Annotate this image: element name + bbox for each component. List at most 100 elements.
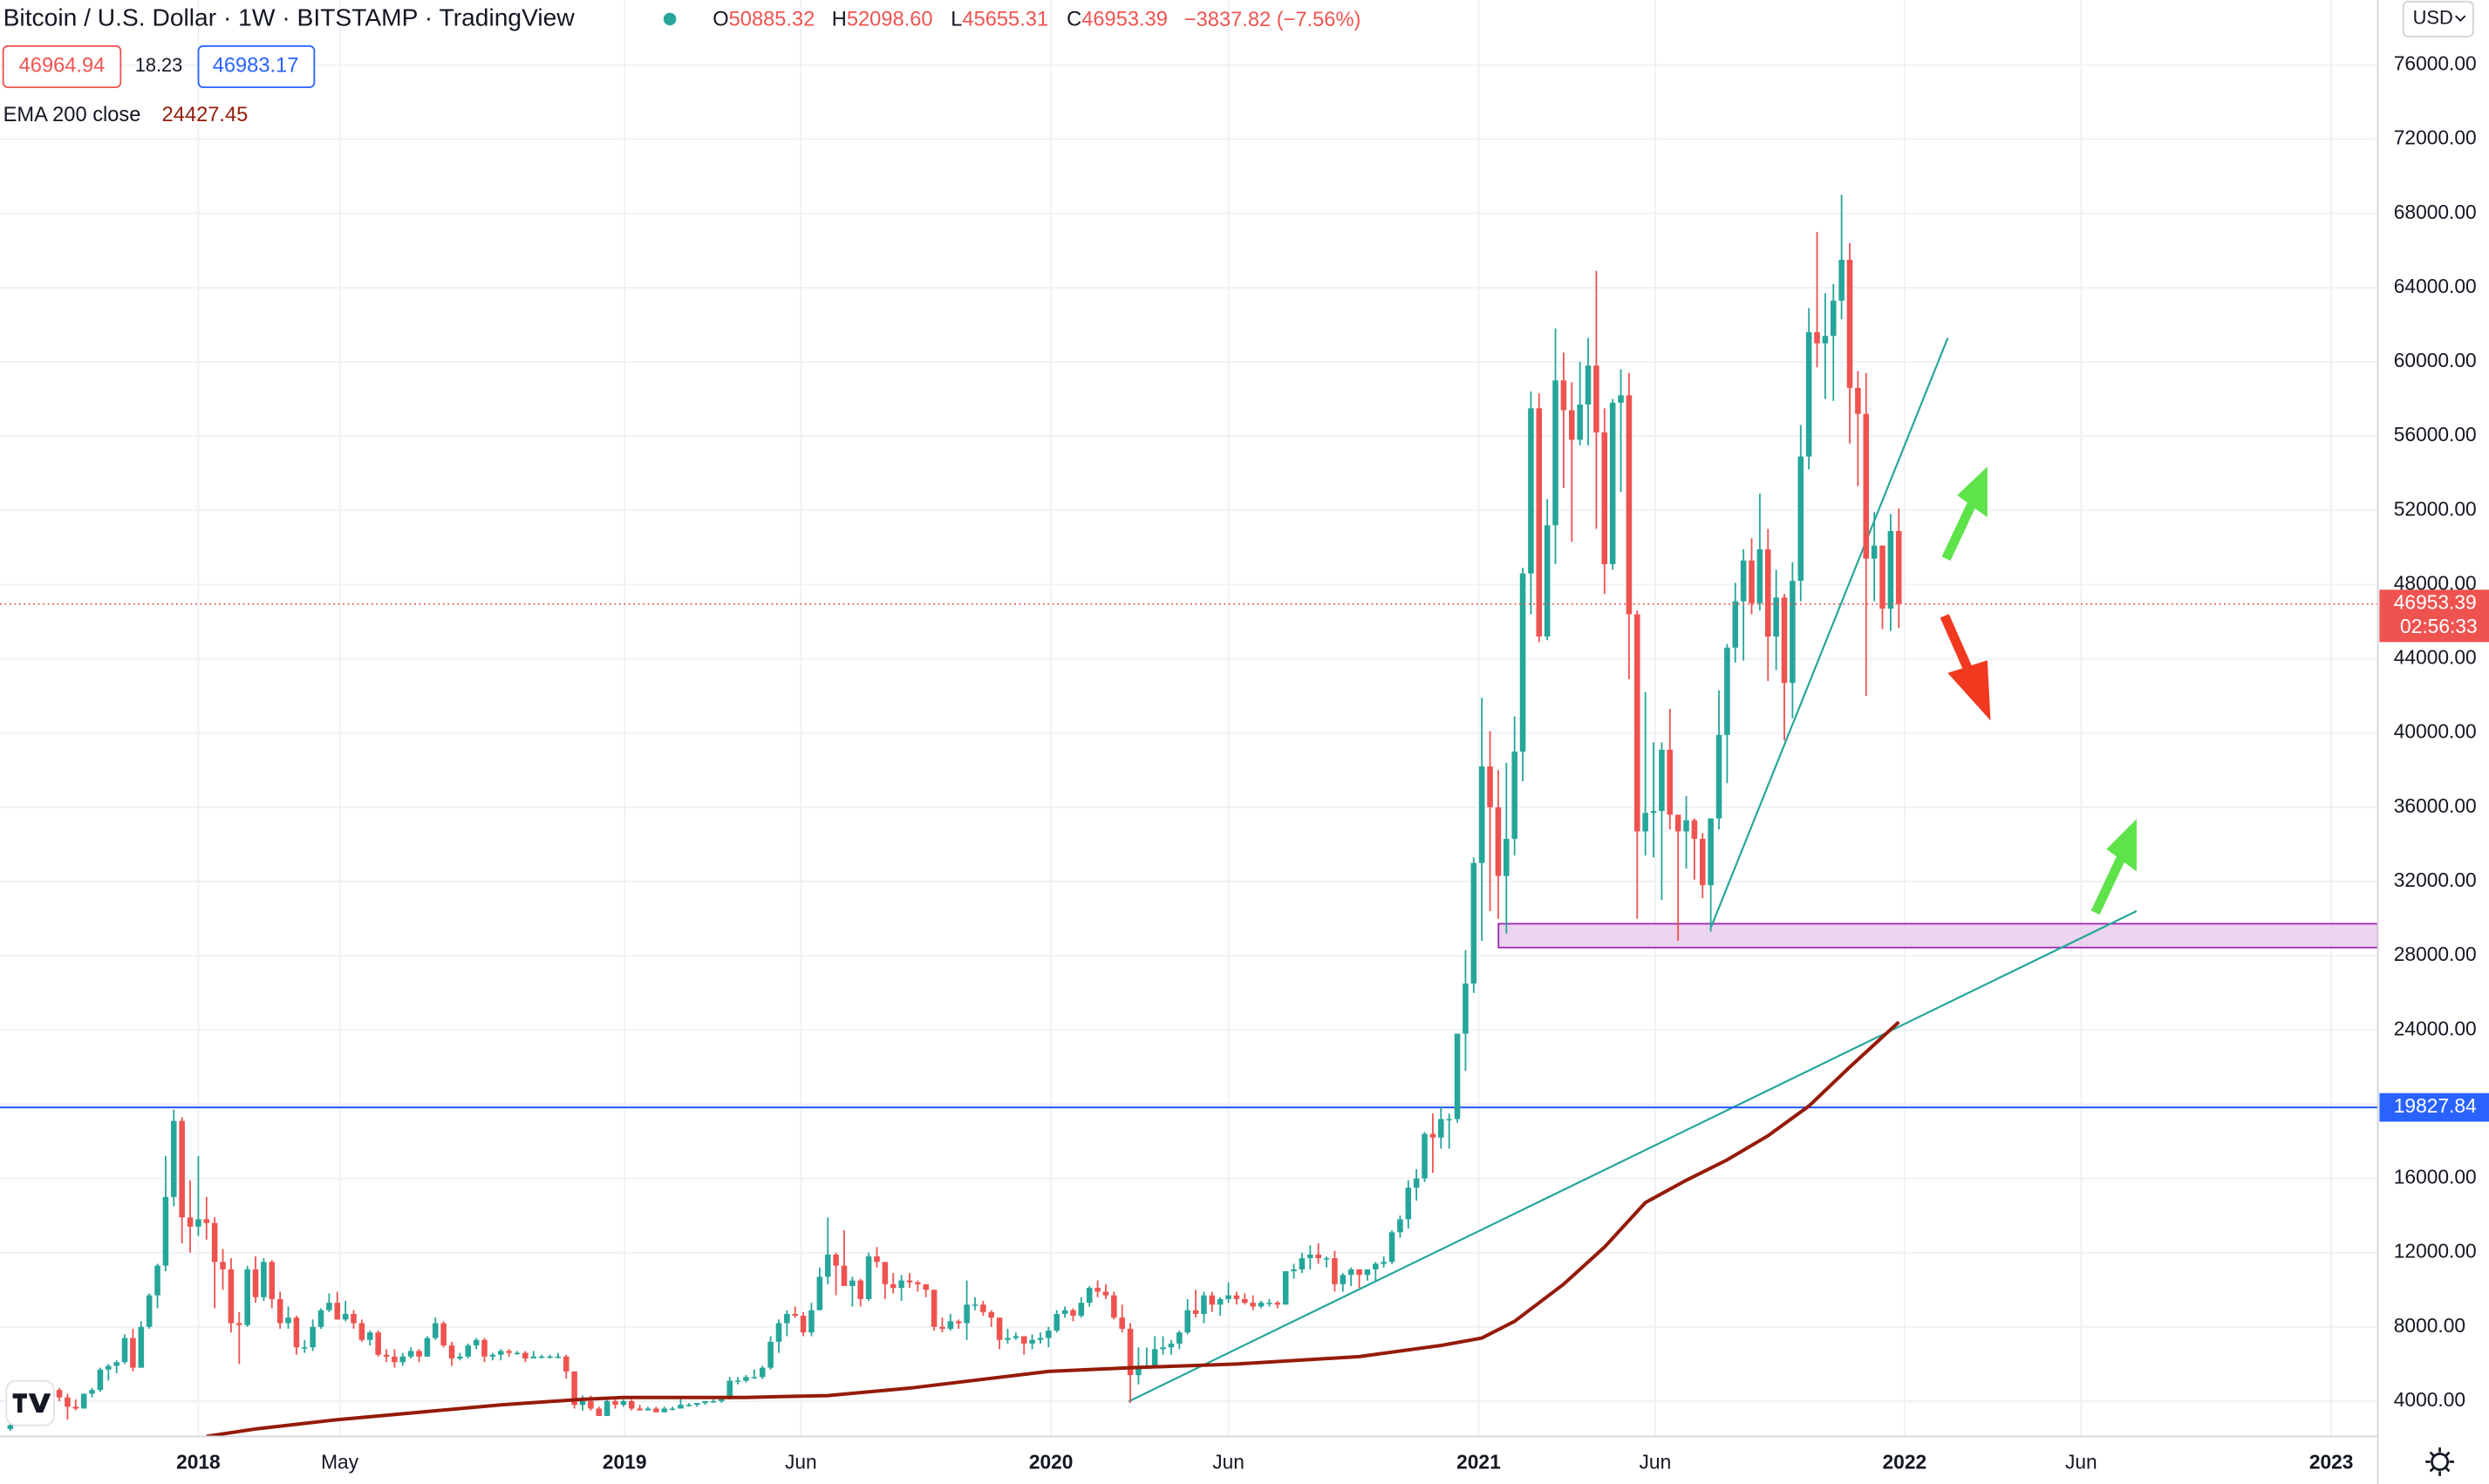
candle-body — [1764, 549, 1771, 637]
candle-body — [1356, 1269, 1362, 1276]
candle-body — [1274, 1303, 1281, 1305]
ask-box[interactable] — [197, 44, 316, 89]
y-tick-label: 12000.00 — [2394, 1240, 2477, 1263]
currency[interactable]: USD — [2413, 7, 2453, 29]
candle-body — [146, 1295, 153, 1327]
dropdown-caret[interactable] — [2455, 15, 2466, 22]
candle-body — [1233, 1295, 1240, 1299]
level-label-bg — [2379, 1093, 2489, 1122]
candle-body — [882, 1262, 889, 1284]
candle-body — [1781, 597, 1788, 684]
x-tick-label: 2022 — [1883, 1450, 1927, 1473]
candle-body — [931, 1290, 938, 1327]
y-tick-label: 8000.00 — [2394, 1314, 2465, 1337]
candle-body — [1708, 818, 1714, 886]
candle-body — [407, 1351, 414, 1357]
candle-body — [506, 1351, 512, 1353]
candle-body — [1192, 1310, 1199, 1314]
candle-body — [1160, 1347, 1166, 1350]
bid[interactable]: 46964.94 — [19, 55, 106, 78]
candle-body — [1724, 647, 1730, 735]
trendline — [1710, 337, 1949, 928]
candle-body — [637, 1408, 643, 1411]
candle-body — [1585, 365, 1592, 405]
candle-body — [1830, 300, 1837, 337]
candle-body — [252, 1269, 259, 1297]
candle-body — [1470, 862, 1477, 984]
y-tick-label: 52000.00 — [2394, 497, 2477, 520]
candle-body — [874, 1256, 880, 1263]
x-tick-label: Jun — [2065, 1450, 2097, 1473]
candle-body — [988, 1311, 994, 1318]
candle-body — [261, 1262, 267, 1297]
candle-body — [1552, 380, 1558, 526]
candle-body — [211, 1222, 218, 1263]
candle-body — [784, 1313, 790, 1324]
candle-body — [497, 1351, 504, 1355]
candle-body — [1340, 1275, 1347, 1284]
candle-body — [424, 1338, 431, 1357]
candle-body — [489, 1354, 496, 1357]
candle-body — [358, 1323, 365, 1340]
candle-body — [138, 1326, 145, 1368]
ohlc: H52098.60 — [832, 9, 933, 31]
y-tick-label: 24000.00 — [2394, 1017, 2477, 1039]
time-axis — [0, 1436, 2378, 1484]
candle-body — [588, 1400, 594, 1409]
x-tick-label: 2023 — [2309, 1450, 2354, 1473]
candle-body — [1364, 1269, 1371, 1276]
y-tick-label: 64000.00 — [2394, 275, 2477, 297]
ohlc-value: 46953.39 — [1081, 9, 1168, 31]
candle-body — [1895, 531, 1902, 604]
candle-body — [775, 1323, 782, 1342]
ohlc: C46953.39 — [1067, 9, 1168, 31]
candle-body — [841, 1265, 848, 1286]
candle-body — [1176, 1332, 1183, 1344]
candle-body — [1102, 1291, 1109, 1296]
candle-body — [367, 1332, 373, 1340]
candle-body — [939, 1326, 945, 1329]
x-tick-label: 2018 — [176, 1450, 221, 1473]
y-tick-label: 56000.00 — [2394, 423, 2477, 446]
candle-body — [612, 1400, 618, 1406]
candle-body — [113, 1362, 119, 1366]
candle-body — [1020, 1336, 1027, 1344]
candle-body — [792, 1313, 799, 1317]
candle-body — [1790, 581, 1796, 684]
bid-box[interactable] — [2, 44, 122, 89]
ask[interactable]: 46983.17 — [213, 55, 299, 78]
y-tick-label: 4000.00 — [2394, 1388, 2465, 1411]
candle-body — [1250, 1303, 1256, 1307]
candle-body — [473, 1339, 480, 1346]
candle-body — [1429, 1133, 1436, 1138]
candle-body — [800, 1316, 807, 1333]
candle-body — [816, 1276, 823, 1310]
candle-body — [661, 1408, 668, 1413]
candle-body — [1037, 1338, 1044, 1340]
currency-button[interactable] — [2402, 0, 2474, 37]
candle-body — [1846, 259, 1853, 388]
settings-icon[interactable] — [2425, 1447, 2454, 1476]
candle-body — [555, 1356, 562, 1358]
x-tick-label: 2021 — [1456, 1450, 1501, 1473]
trendline — [1128, 909, 2138, 1403]
candle-body — [1381, 1262, 1387, 1264]
candle-body — [97, 1369, 104, 1391]
candle-body — [906, 1280, 913, 1283]
change: −3837.82 (−7.56%) — [1184, 9, 1361, 31]
y-tick-label: 40000.00 — [2394, 720, 2477, 743]
axes: 4000.008000.0012000.0016000.0020000.0024… — [176, 52, 2489, 1473]
candle-body — [751, 1377, 758, 1378]
candle-body — [1446, 1119, 1452, 1120]
candle-body — [710, 1400, 717, 1403]
candle-body — [1225, 1295, 1231, 1299]
candle-body — [530, 1356, 537, 1358]
candle-body — [1061, 1310, 1068, 1314]
candle-body — [1209, 1295, 1216, 1305]
y-tick-label: 76000.00 — [2394, 52, 2477, 75]
candle-body — [669, 1408, 676, 1410]
last-price-label: 46953.39 — [2394, 591, 2477, 614]
candle-body — [1504, 839, 1510, 876]
candle-body — [1388, 1232, 1395, 1263]
candle-body — [1422, 1133, 1428, 1179]
